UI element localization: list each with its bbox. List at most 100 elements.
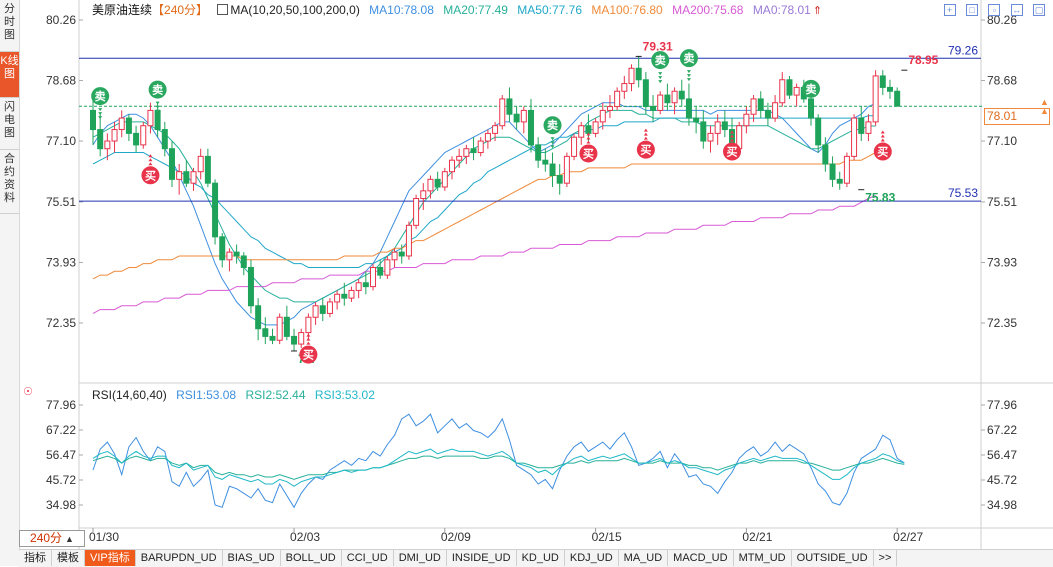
candle [865, 114, 872, 142]
fullscreen-icon[interactable]: ▢ [1033, 4, 1045, 16]
indicator-tab[interactable]: INSIDE_UD [447, 550, 517, 566]
candle-body [764, 109, 771, 119]
signal-label: 卖 [547, 118, 558, 132]
time-tick-label: 01/30 [89, 530, 119, 544]
indicator-tab[interactable]: 指标 [19, 550, 52, 566]
signal-badge [679, 49, 698, 68]
candle-body [449, 159, 455, 173]
candle [700, 110, 707, 149]
candle-body [563, 155, 570, 184]
rsi-label[interactable]: RSI(14,60,40) [92, 388, 167, 402]
candle-body [829, 163, 836, 180]
candle [377, 259, 384, 279]
ma-label[interactable]: MA(10,20,50,100,200,0) [230, 3, 360, 17]
signal-arrow-icon [730, 130, 735, 134]
candle [606, 95, 613, 119]
sidebar-tab-timeshare[interactable]: 分时图 [0, 0, 19, 52]
sell-signal: 卖 [91, 87, 110, 120]
candle-body [470, 148, 477, 154]
price-tick-label-left: 72.35 [46, 316, 76, 330]
indicator-tab[interactable]: KD_UD [517, 550, 565, 566]
period-selector[interactable]: 240分 ▲ [19, 530, 85, 547]
rsi-tick-label-left: 45.72 [46, 473, 76, 487]
candle [463, 144, 470, 165]
candle [398, 244, 405, 264]
candle [405, 221, 412, 260]
crosshair-icon[interactable]: + [943, 4, 956, 16]
rsi-tick-label-left: 67.22 [46, 423, 76, 437]
indicator-tab[interactable]: MA_UD [619, 550, 669, 566]
indicator-tab[interactable]: OUTSIDE_UD [792, 550, 874, 566]
candle-body [793, 86, 800, 96]
chart-toolbar: + □ ▫ ↔ ▢ [937, 2, 1045, 18]
candle [341, 282, 348, 306]
indicator-tab[interactable]: BIAS_UD [223, 550, 281, 566]
candle-body [434, 178, 441, 188]
indicator-tab[interactable]: MACD_UD [668, 550, 734, 566]
signal-label: 买 [145, 169, 156, 182]
time-tick-label: 02/27 [893, 530, 923, 544]
candle [879, 70, 886, 96]
candle-body [291, 335, 298, 345]
candle-body [815, 117, 822, 146]
signal-label: 买 [640, 144, 651, 157]
candle-body [441, 171, 448, 188]
indicator-tab[interactable]: DMI_UD [394, 550, 447, 566]
rsi3-value: RSI3:53.02 [314, 388, 375, 402]
signal-arrow-icon [809, 104, 813, 108]
candle-body [413, 198, 420, 226]
candle-body [362, 282, 369, 288]
indicator-tab[interactable]: VIP指标 [85, 550, 136, 566]
candle [685, 83, 692, 126]
ma0-value: MA0:78.01 [752, 3, 811, 17]
horizontal-level-label: 79.26 [948, 43, 978, 57]
target-icon[interactable]: ☉ [23, 386, 33, 398]
arrow-up-icon[interactable]: ⇑ [812, 5, 823, 17]
sidebar-tab-contract-info[interactable]: 合约资料 [0, 150, 19, 214]
indicator-tab[interactable]: 模板 [52, 550, 85, 566]
sidebar-tab-kline[interactable]: K线图 [0, 52, 19, 98]
candle [470, 137, 477, 161]
candle-body [168, 148, 175, 180]
candle [334, 290, 341, 310]
candle [772, 95, 779, 122]
indicator-tab[interactable]: BARUPDN_UD [136, 550, 223, 566]
candle-body [118, 117, 125, 131]
candle-body [843, 155, 850, 184]
ma-settings-icon[interactable] [217, 4, 229, 15]
candle-body [714, 121, 721, 134]
zoom-in-icon[interactable]: □ [965, 4, 978, 16]
candle-body [341, 293, 348, 299]
indicator-tab[interactable]: CCI_UD [342, 550, 394, 566]
candle-body [879, 75, 886, 88]
candle [499, 95, 506, 130]
sidebar-tab-flash[interactable]: 闪电图 [0, 98, 19, 150]
indicator-tab[interactable]: >> [874, 550, 898, 566]
price-tick-label-right: 78.68 [987, 74, 1017, 88]
candle-body [456, 155, 463, 161]
candle [894, 87, 901, 107]
signal-label: 卖 [655, 53, 666, 67]
zoom-out-icon[interactable]: ▫ [988, 4, 1001, 16]
indicator-tab[interactable]: MTM_UD [734, 550, 792, 566]
indicator-tab[interactable]: BOLL_UD [281, 550, 342, 566]
candle [578, 121, 585, 145]
candle-body [700, 121, 707, 142]
candle-body [370, 266, 377, 288]
candle [355, 278, 362, 299]
candle [420, 183, 427, 210]
candle-body [176, 171, 183, 180]
signal-badge [543, 116, 562, 135]
candle-body [154, 109, 161, 131]
candle [535, 137, 542, 168]
signal-arrow-icon [550, 145, 555, 149]
candle [370, 263, 377, 291]
expand-icon[interactable]: ↔ [1010, 4, 1023, 16]
candle [858, 106, 865, 142]
candle-body [427, 178, 434, 192]
buy-signal: 买 [873, 130, 892, 161]
indicator-tab[interactable]: KDJ_UD [565, 550, 619, 566]
candle [326, 298, 333, 318]
candle [571, 133, 578, 161]
